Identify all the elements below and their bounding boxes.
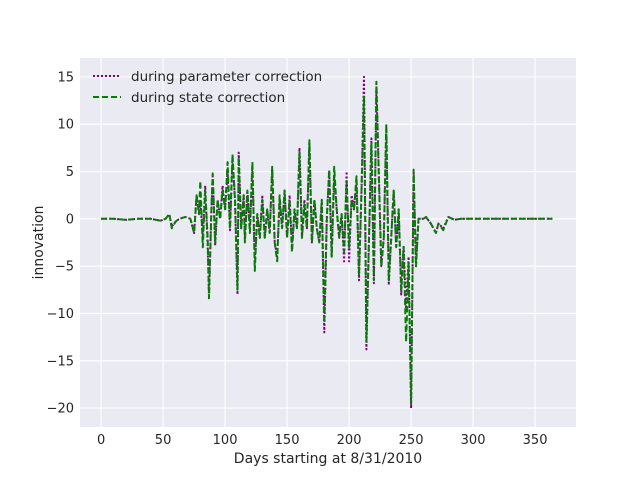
y-tick-label: 0: [66, 212, 74, 227]
x-tick-label: 250: [399, 433, 424, 448]
legend: during parameter correction during state…: [93, 69, 322, 106]
x-axis-label: Days starting at 8/31/2010: [234, 451, 422, 467]
x-tick-label: 150: [275, 433, 300, 448]
y-tick-label: 15: [57, 70, 74, 85]
x-tick-label: 100: [213, 433, 238, 448]
y-tick-label: −15: [47, 354, 74, 369]
y-tick-label: 10: [57, 118, 74, 133]
x-tick-label: 50: [155, 433, 172, 448]
y-axis-label: innovation: [31, 206, 47, 280]
x-tick-label: 200: [337, 433, 362, 448]
legend-label-parameter: during parameter correction: [131, 69, 322, 85]
x-tick-label: 350: [523, 433, 548, 448]
y-tick-label: −10: [47, 307, 74, 322]
plot-area: [80, 58, 576, 427]
y-tick-label: −5: [55, 260, 74, 275]
y-tick-label: −20: [47, 402, 74, 417]
y-tick-label: 5: [66, 165, 74, 180]
grid: [80, 58, 576, 427]
legend-label-state: during state correction: [131, 90, 285, 106]
x-tick-label: 300: [461, 433, 486, 448]
y-tick-labels: −20 −15 −10 −5 0 5 10 15: [47, 70, 74, 416]
series-layer: [101, 75, 553, 410]
x-tick-label: 0: [97, 433, 105, 448]
x-tick-labels: 0 50 100 150 200 250 300 350: [97, 433, 548, 448]
